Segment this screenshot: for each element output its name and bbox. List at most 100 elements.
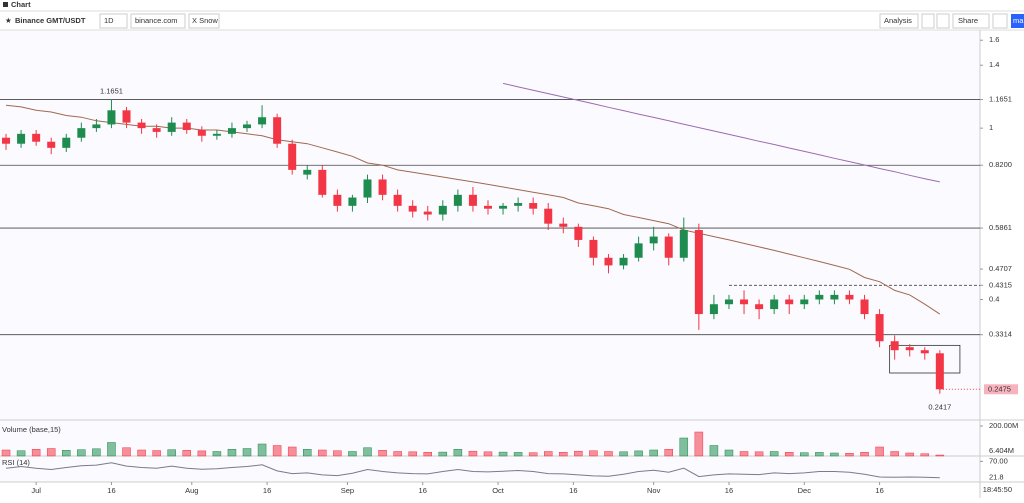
volume-bar (649, 449, 658, 457)
candle-body (378, 179, 387, 195)
low-annotation: 0.2417 (928, 403, 951, 412)
analysis-button[interactable] (879, 13, 919, 29)
candle-body (348, 197, 357, 206)
candle-body (785, 299, 794, 305)
share[interactable]: Share (958, 16, 978, 25)
volume-bar (77, 449, 86, 457)
volume-bar (830, 452, 839, 457)
volume-bar (468, 450, 478, 457)
volume-bar (890, 451, 899, 457)
volume-bar (483, 451, 493, 457)
candle-body (17, 133, 26, 144)
volume-bar (528, 452, 538, 457)
toolbar: Chart ★ Binance GMT/USDT 1D binance.com … (0, 0, 1024, 31)
volume-bar (333, 450, 342, 457)
x-tick-label: 16 (725, 486, 733, 495)
candle-body (800, 299, 809, 305)
volume-bar (227, 449, 237, 457)
x-tick-label: Dec (798, 486, 812, 495)
user[interactable]: X Snow (192, 16, 218, 25)
volume-bar (709, 445, 719, 457)
candle-body (875, 314, 884, 342)
volume-bar (122, 447, 131, 457)
candle-body (393, 194, 402, 206)
y-tick-label: 1.4 (989, 60, 999, 69)
candle-body (724, 299, 733, 305)
symbol[interactable]: Binance GMT/USDT (15, 16, 86, 25)
candle-body (860, 299, 869, 315)
volume-bar (152, 450, 161, 457)
volume-bar (272, 445, 282, 457)
volume-bar (845, 453, 854, 457)
volume-bar (212, 451, 222, 457)
volume-bar (543, 451, 553, 457)
user-button[interactable] (188, 13, 220, 29)
candle-body (273, 117, 282, 144)
x-tick-label: 16 (569, 486, 577, 495)
volume-bar (694, 431, 704, 457)
x-tick-label: Nov (647, 486, 661, 495)
candle-body (318, 169, 327, 195)
cut-button-label[interactable]: ma (1013, 16, 1024, 25)
y-tick-label: 0.4 (989, 294, 999, 303)
x-tick-label: 16 (875, 486, 883, 495)
volume-bar (619, 451, 628, 457)
candle-body (152, 128, 161, 132)
cut-button[interactable] (1011, 14, 1024, 28)
fullscreen-button[interactable] (992, 13, 1008, 29)
candle-body (423, 211, 432, 215)
candle-body (920, 350, 929, 354)
volume-bar (739, 451, 749, 457)
candle-body (77, 128, 86, 138)
candle-body (363, 179, 372, 198)
candle-body (589, 239, 598, 258)
volume-bar (875, 446, 884, 457)
volume-bar (167, 449, 176, 457)
source-button[interactable] (130, 13, 186, 29)
volume-bar (920, 453, 930, 457)
volume-bar (513, 452, 523, 457)
volume-bar (92, 448, 101, 457)
volume-bar (1, 449, 11, 457)
high-annotation: 1.1651 (100, 87, 123, 96)
candle-body (559, 223, 568, 227)
candle-body (243, 124, 252, 129)
candle-body (122, 110, 131, 123)
volume-bar (378, 450, 387, 457)
analysis[interactable]: Analysis (884, 16, 912, 25)
interval-button[interactable] (99, 13, 128, 29)
candle-body (167, 122, 176, 132)
candle-body (634, 243, 643, 258)
candle-body (453, 194, 462, 206)
volume-bar (589, 450, 598, 457)
candle-body (664, 236, 673, 258)
y-tick-label: 0.8200 (989, 160, 1012, 169)
source[interactable]: binance.com (135, 16, 178, 25)
candle-body (709, 304, 718, 315)
volume-bar (318, 449, 327, 457)
candle-body (47, 141, 56, 148)
settings-button[interactable] (921, 13, 935, 29)
candle-body (333, 194, 342, 206)
volume-bar (197, 450, 207, 457)
volume-bar (62, 450, 71, 457)
volume-bar (769, 451, 779, 457)
candle-body (815, 294, 824, 300)
candle-body (514, 203, 523, 206)
volume-bar (182, 450, 192, 457)
last-price-box (984, 384, 1018, 395)
x-tick-label: 16 (107, 486, 115, 495)
share-button[interactable] (952, 13, 990, 29)
candle-body (604, 257, 613, 266)
volume-bar (754, 451, 764, 457)
box (889, 344, 961, 374)
candle-body (483, 205, 492, 209)
interval[interactable]: 1D (104, 16, 114, 25)
volume-bar (393, 451, 402, 457)
volume-bar (935, 454, 945, 457)
candle-body (468, 194, 477, 206)
volume-bar (784, 452, 794, 457)
candle-body (544, 208, 553, 224)
draw-button[interactable] (936, 13, 950, 29)
volume-bar (408, 451, 417, 457)
